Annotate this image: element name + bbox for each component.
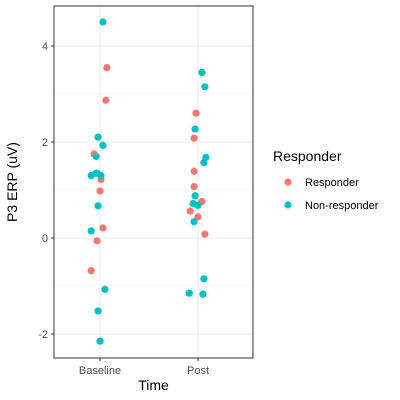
major-gridlines	[54, 6, 253, 358]
data-point	[194, 213, 202, 221]
data-point	[96, 337, 104, 345]
legend-label: Responder	[305, 177, 359, 189]
data-point	[201, 230, 209, 238]
data-point	[102, 96, 110, 104]
data-point	[93, 237, 101, 245]
y-tick-label: 2	[42, 137, 48, 149]
data-point	[87, 227, 95, 235]
data-point	[190, 134, 198, 142]
data-point	[190, 167, 198, 175]
data-point	[94, 202, 102, 210]
x-axis: Baseline Post	[79, 358, 209, 377]
data-point	[192, 109, 200, 117]
x-tick-label: Post	[187, 365, 209, 377]
data-point	[97, 172, 105, 180]
data-point	[201, 83, 209, 91]
data-point	[185, 289, 193, 297]
data-point	[99, 18, 107, 26]
data-points	[87, 18, 210, 345]
y-axis-title: P3 ERP (uV)	[4, 142, 20, 222]
data-point	[200, 159, 208, 167]
y-axis: -2 0 2 4	[38, 41, 54, 341]
x-axis-title: Time	[138, 377, 169, 393]
legend-title: Responder	[273, 148, 342, 164]
y-tick-label: 0	[42, 233, 48, 245]
data-point	[87, 267, 95, 275]
data-point	[186, 207, 194, 215]
data-point	[103, 64, 111, 72]
data-point	[194, 201, 202, 209]
legend-key	[284, 201, 292, 209]
data-point	[99, 224, 107, 232]
data-point	[198, 68, 206, 76]
data-point	[191, 125, 199, 133]
data-point	[101, 285, 109, 293]
data-point	[96, 187, 104, 195]
data-point	[190, 183, 198, 191]
data-point	[190, 218, 198, 226]
data-point	[94, 307, 102, 315]
legend-key	[284, 178, 292, 186]
data-point	[191, 192, 199, 200]
data-point	[94, 133, 102, 141]
data-point	[200, 275, 208, 283]
y-tick-label: 4	[42, 41, 48, 53]
minor-gridlines	[54, 93, 253, 287]
x-tick-label: Baseline	[79, 365, 121, 377]
plot-border	[53, 5, 254, 359]
data-point	[199, 290, 207, 298]
data-point	[99, 141, 107, 149]
legend-label: Non-responder	[305, 200, 379, 212]
plot-panel	[54, 6, 253, 358]
legend: Responder Responder Non-responder	[273, 148, 379, 212]
y-tick-label: -2	[38, 329, 48, 341]
data-point	[92, 152, 100, 160]
